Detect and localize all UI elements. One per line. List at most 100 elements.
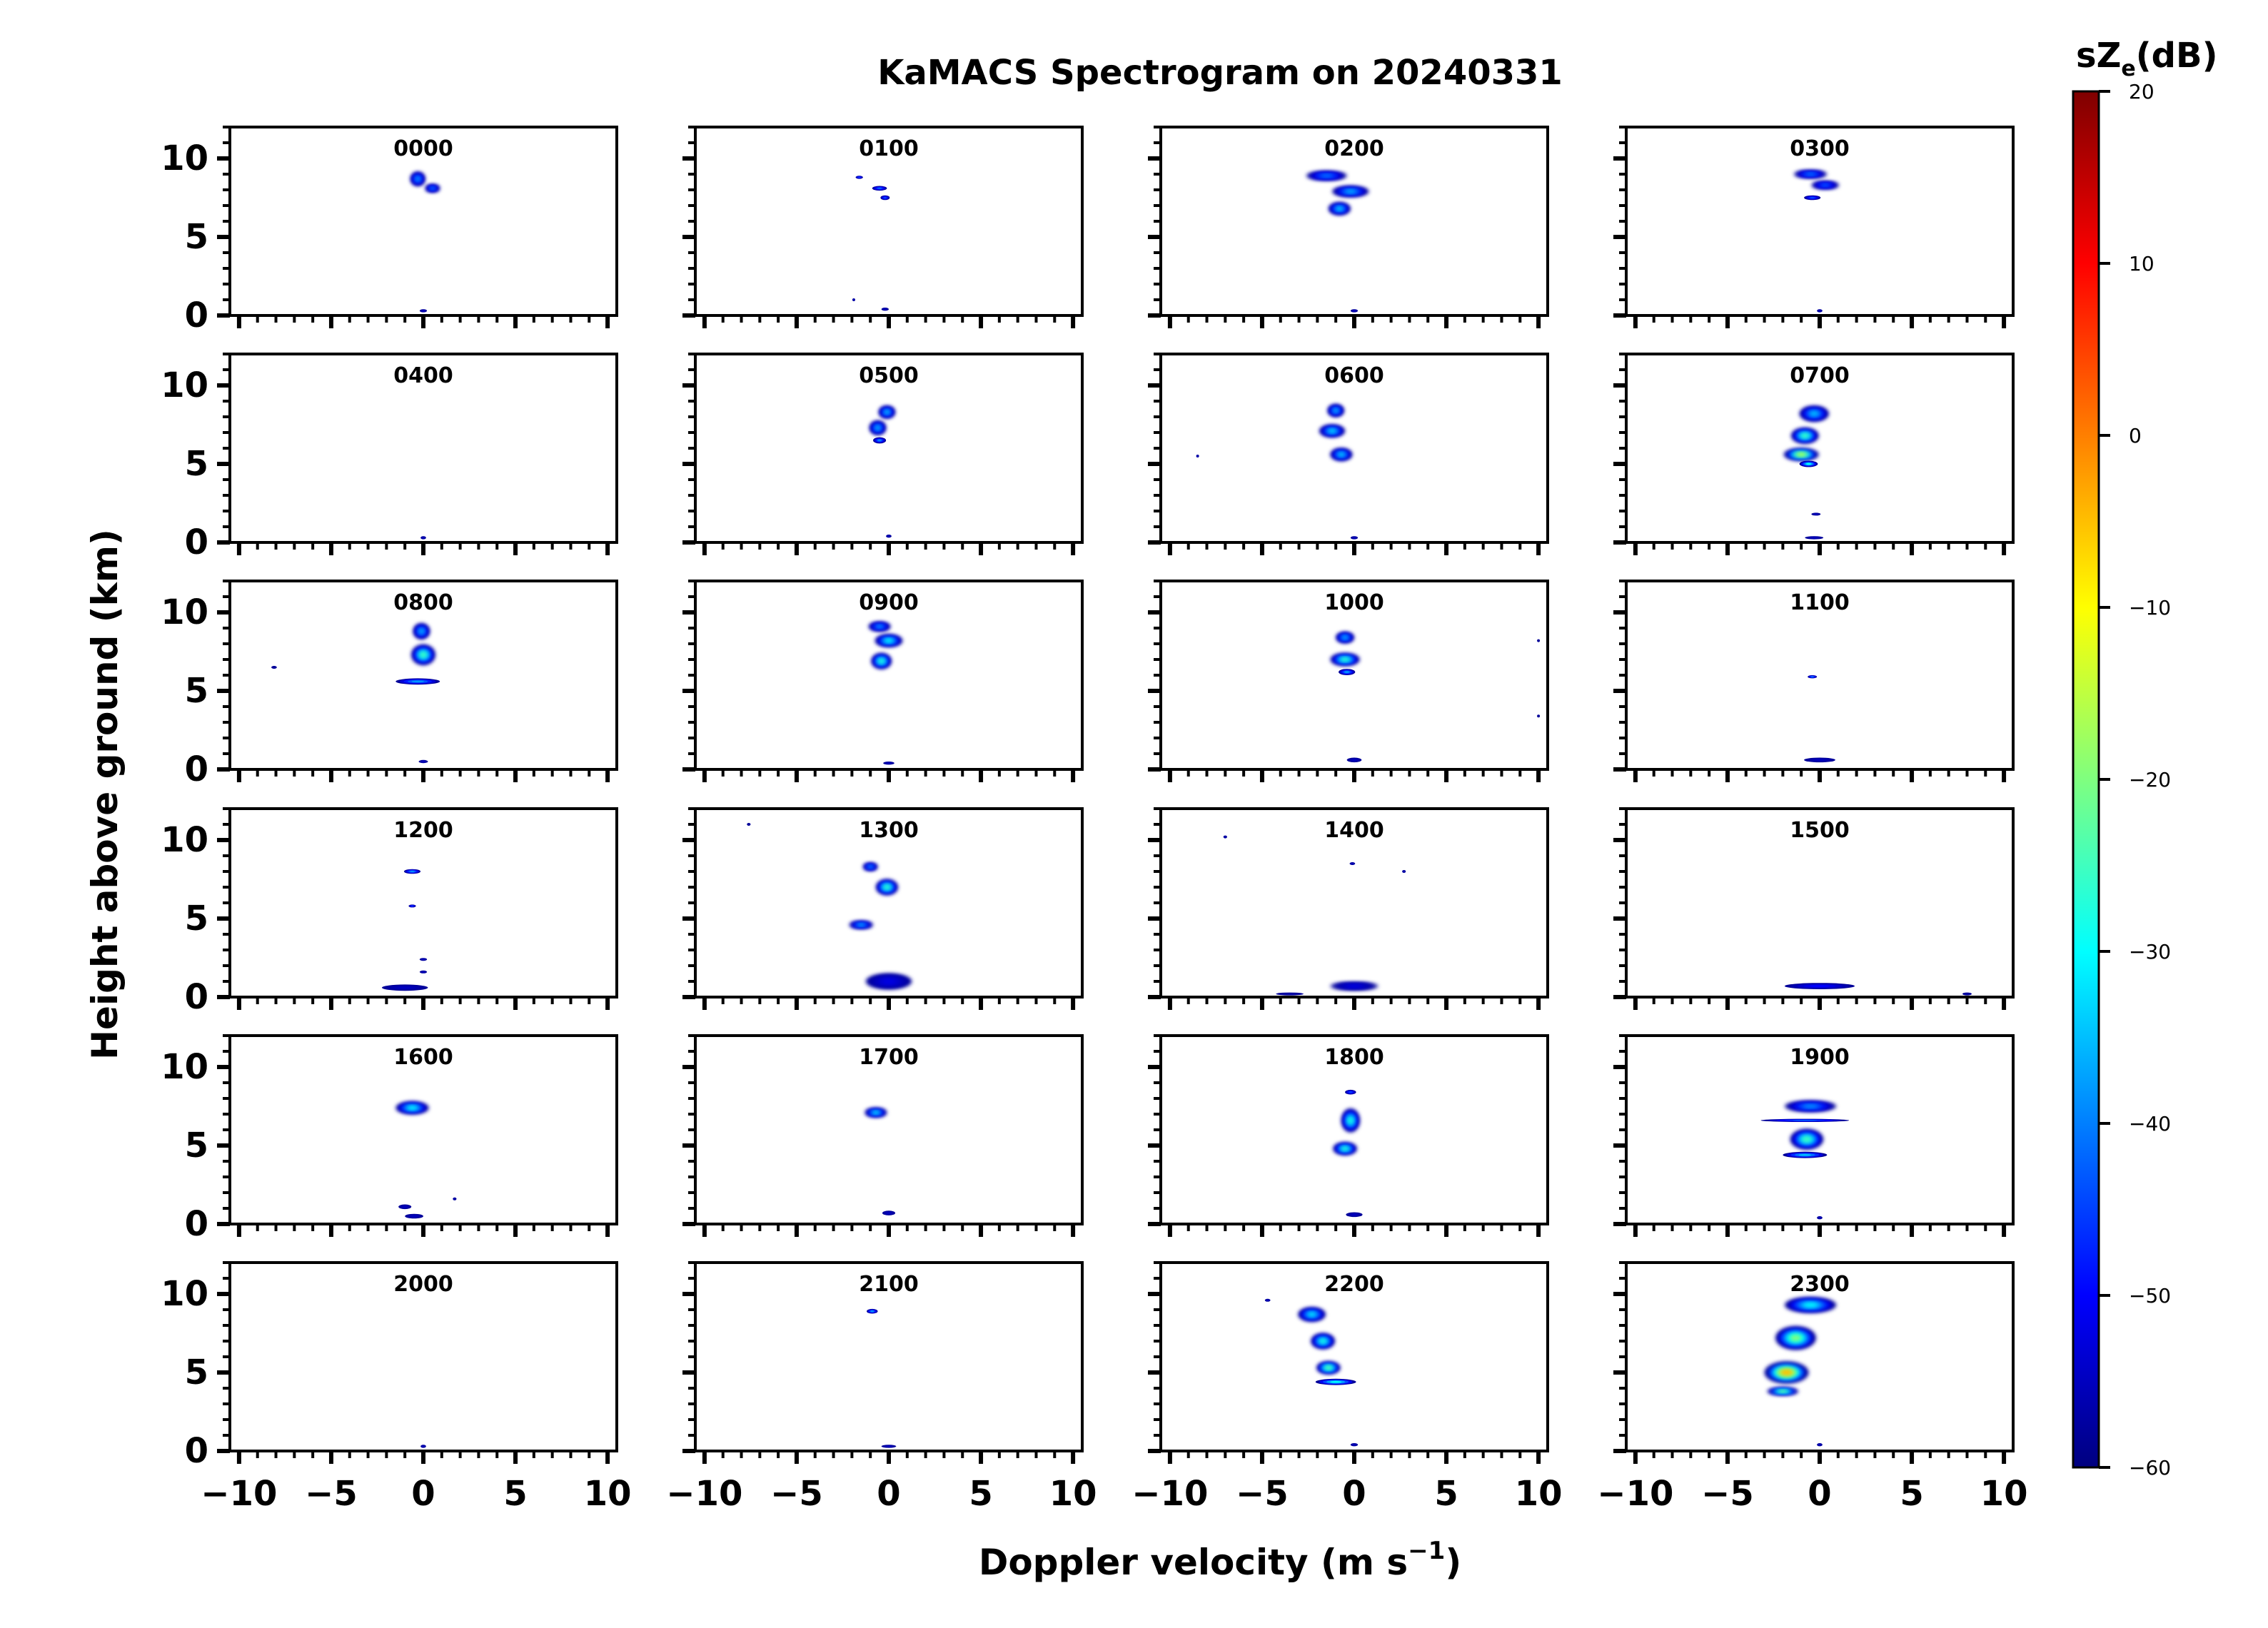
signal-blob-0-layer-4 [872,1111,880,1114]
y-tick-label: 5 [185,899,208,939]
signal-blob-2-layer-4 [1325,1365,1332,1370]
signal-blob-4-layer-4 [1353,537,1356,539]
y-tick-label: 5 [185,671,208,711]
signal-blob-0-layer-4 [422,1445,425,1447]
x-axis-label-superscript: −1 [1408,1537,1445,1565]
signal-blob-2-layer-4 [1224,836,1226,838]
signal-blob-1-layer-4 [1345,190,1356,193]
signal-blob-4-layer-4 [882,979,896,984]
signal-blob-2-layer-4 [422,959,425,960]
y-tick-label: 0 [185,749,208,789]
panel-background [1161,1263,1548,1451]
signal-blob-2-layer-4 [1796,452,1807,457]
colorbar-tick-label: 10 [2129,252,2154,275]
signal-blob-3-layer-4 [1818,310,1821,312]
y-tick-label: 10 [161,1274,208,1314]
panel-0800: 0800 0 5 10 [161,580,618,789]
panel-1900: 1900 [1613,1034,2015,1237]
signal-blob-2-layer-4 [877,439,882,442]
figure-title: KaMACS Spectrogram on 20240331 [877,53,1563,93]
x-tick-label: 5 [1900,1474,1923,1514]
colorbar-label: sZe(dB) [2076,36,2218,81]
signal-blob-2-layer-4 [1341,1146,1349,1151]
y-tick-label: 0 [185,1431,208,1471]
colorbar: sZe(dB) 20 10 0 −10 −20 −30 −40 −50 −60 [2072,36,2218,1480]
y-tick-label: 0 [185,1204,208,1244]
panel-background [695,581,1082,769]
panel-background [695,809,1082,997]
y-tick-label: 5 [185,1126,208,1166]
y-tick-label: 10 [161,820,208,860]
panel-time-label: 1100 [1790,590,1850,615]
panel-time-label: 0300 [1790,136,1850,161]
panel-background [1626,354,2013,542]
signal-blob-3-layer-4 [1351,863,1354,864]
signal-blob-0-layer-4 [408,1106,418,1110]
y-tick-label: 10 [161,138,208,178]
panel-2300: 2300 −10 −5 0 5 10 [1597,1261,2027,1514]
signal-blob-2-layer-4 [1338,452,1345,457]
panel-background [695,1036,1082,1224]
signal-blob-0-layer-4 [1308,1312,1316,1317]
signal-blob-1-layer-4 [877,187,882,189]
panel-time-label: 2200 [1324,1272,1384,1297]
panel-2000: 2000 0 5 10 −10 −5 0 5 10 [161,1261,631,1514]
colorbar-tick-label: 0 [2129,424,2142,448]
panel-0500: 0500 [682,353,1084,555]
panel-time-label: 2100 [859,1272,919,1297]
x-tick-label: −5 [1701,1474,1754,1514]
signal-blob-3-layer-4 [1351,1213,1357,1215]
signal-blob-0-layer-4 [876,625,883,628]
signal-blob-2-layer-4 [857,924,865,926]
panel-1600: 1600 0 5 10 [161,1034,618,1244]
x-tick-label: −10 [666,1474,742,1514]
y-tick-label: 10 [161,592,208,632]
signal-blob-3-layer-4 [853,299,855,300]
panel-background [230,809,617,997]
x-tick-label: −5 [305,1474,358,1514]
colorbar-tick-label: −60 [2129,1456,2171,1480]
signal-blob-3-layer-4 [1538,640,1539,642]
panel-time-label: 2300 [1790,1272,1850,1297]
signal-blob-1-layer-4 [884,639,893,643]
x-tick-label: −10 [1597,1474,1673,1514]
panel-background [1626,809,2013,997]
panel-1100: 1100 [1613,580,2015,782]
signal-blob-1-layer-4 [403,1205,407,1208]
x-tick-label: 5 [1434,1474,1458,1514]
signal-blob-3-layer-4 [1778,1390,1788,1392]
panel-time-label: 0200 [1324,136,1384,161]
panel-time-label: 0900 [859,590,919,615]
panel-time-label: 1800 [1324,1045,1384,1070]
signal-blob-0-layer-4 [1349,1091,1353,1093]
signal-blob-0-layer-4 [410,871,415,872]
signal-blob-0-layer-4 [858,176,861,178]
y-tick-label: 0 [185,977,208,1017]
panel-background [1626,1263,2013,1451]
panel-background [695,127,1082,315]
signal-blob-2-layer-4 [1780,1369,1793,1376]
panel-background [230,127,617,315]
signal-blob-1-layer-4 [887,1445,891,1447]
colorbar-tick-label: −20 [2129,768,2171,792]
panel-background [1626,581,2013,769]
signal-blob-1-layer-4 [1319,1338,1326,1344]
panel-background [1626,1036,2013,1224]
panel-1800: 1800 [1148,1034,1549,1237]
panel-background [1161,809,1548,997]
panel-2100: 2100 −10 −5 0 5 10 [666,1261,1097,1514]
panel-1200: 1200 0 5 10 [161,807,618,1017]
signal-blob-3-layer-4 [1353,310,1356,312]
x-tick-label: −10 [1132,1474,1208,1514]
panel-1400: 1400 [1148,807,1549,1010]
signal-blob-0-layer-4 [1347,985,1361,988]
colorbar-gradient [2072,90,2100,1469]
x-tick-label: 0 [1808,1474,1831,1514]
signal-blob-1-layer-4 [1790,1334,1802,1342]
x-tick-label: 5 [503,1474,527,1514]
signal-blob-3-layer-4 [887,535,890,537]
panel-0200: 0200 [1148,126,1549,328]
panel-background [1161,581,1548,769]
signal-blob-3-layer-4 [1805,462,1812,465]
colorbar-tick-label: −50 [2129,1284,2171,1308]
